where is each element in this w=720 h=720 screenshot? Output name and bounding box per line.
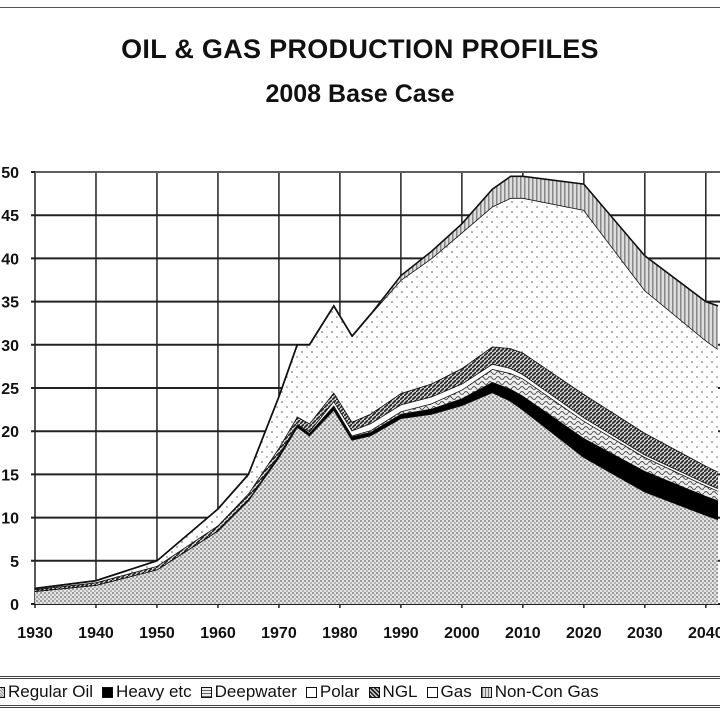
legend-item: Polar — [305, 682, 360, 702]
legend-swatch — [0, 686, 5, 698]
x-tick-label: 1940 — [78, 625, 114, 642]
legend-swatch — [102, 686, 114, 698]
legend-item: Heavy etc — [102, 682, 192, 702]
y-tick-label: 20 — [1, 424, 19, 441]
y-tick-label: 15 — [1, 467, 19, 484]
chart-subtitle: 2008 Base Case — [265, 80, 455, 108]
legend-label: Regular Oil — [8, 682, 94, 701]
y-tick-label: 0 — [10, 597, 19, 614]
y-tick-label: 40 — [1, 251, 19, 268]
axis-ticks: 0 5 10 15 20 25 30 35 40 45 50 1930 1940 1950 1960 1970… — [1, 165, 720, 642]
area-gas — [35, 197, 718, 590]
x-tick-label: 1930 — [17, 625, 53, 642]
y-tick-label: 50 — [1, 165, 19, 182]
legend-label: Heavy etc — [116, 682, 192, 701]
legend-item: Deepwater — [200, 682, 297, 702]
legend: Regular Oil Heavy etc Deepwater Polar NGL Gas… — [0, 676, 720, 708]
legend-label: Gas — [440, 682, 472, 701]
x-tick-label: 2020 — [566, 625, 602, 642]
legend-swatch — [305, 686, 317, 698]
legend-swatch — [480, 686, 492, 698]
legend-label: Polar — [319, 682, 360, 701]
legend-swatch — [426, 686, 438, 698]
legend-label: NGL — [382, 682, 418, 701]
x-tick-label: 1970 — [261, 625, 297, 642]
chart-title: OIL & GAS PRODUCTION PROFILES — [121, 34, 599, 64]
legend-label: Deepwater — [214, 682, 297, 701]
legend-item: Non-Con Gas — [480, 682, 599, 702]
y-tick-label: 30 — [1, 338, 19, 355]
y-tick-label: 5 — [10, 554, 19, 571]
area-regular-oil — [35, 392, 718, 604]
legend-item: NGL — [368, 682, 418, 702]
legend-item: Gas — [426, 682, 472, 702]
y-tick-label: 10 — [1, 511, 19, 528]
x-tick-label: 1960 — [200, 625, 236, 642]
area-edge — [34, 175, 719, 590]
x-tick-label: 1990 — [383, 625, 419, 642]
x-tick-label: 1950 — [139, 625, 175, 642]
x-tick-label: 2040 — [688, 625, 720, 642]
legend-swatch — [368, 686, 380, 698]
y-tick-label: 35 — [1, 295, 19, 312]
legend-item: Regular Oil — [0, 682, 93, 702]
stacked-areas — [34, 175, 719, 604]
x-tick-label: 2010 — [505, 625, 541, 642]
y-tick-label: 25 — [1, 381, 19, 398]
frame-border — [0, 7, 720, 8]
x-tick-label: 2030 — [627, 625, 663, 642]
legend-swatch — [200, 686, 212, 698]
legend-label: Non-Con Gas — [494, 682, 599, 701]
x-tick-label: 1980 — [322, 625, 358, 642]
x-tick-label: 2000 — [444, 625, 480, 642]
y-tick-label: 45 — [1, 208, 19, 225]
